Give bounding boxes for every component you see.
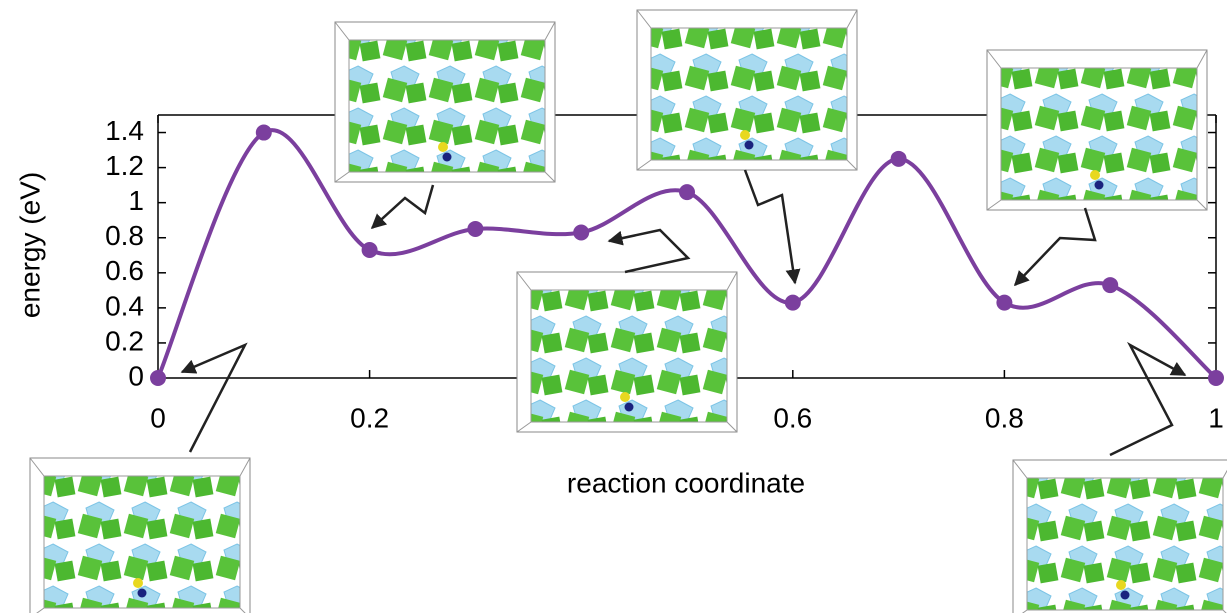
- arrows: [180, 169, 1187, 457]
- structure-inset: [334, 21, 556, 183]
- structure-inset: [516, 271, 738, 433]
- y-tick-label: 0.4: [105, 290, 144, 321]
- x-tick-label: 0: [150, 402, 166, 433]
- arrow: [1109, 341, 1187, 457]
- x-axis-label: reaction coordinate: [567, 467, 805, 498]
- data-point: [996, 294, 1013, 311]
- data-point: [679, 184, 695, 201]
- arrow: [1013, 207, 1097, 287]
- data-point: [784, 294, 801, 311]
- y-axis-label: energy (eV): [14, 172, 45, 318]
- y-tick-label: 0.8: [105, 220, 144, 251]
- structure-inset: [986, 49, 1208, 211]
- insets: [29, 9, 1227, 613]
- data-point: [573, 224, 590, 241]
- data-point: [361, 242, 378, 259]
- y-tick-label: 0.6: [105, 255, 144, 286]
- data-point: [255, 124, 272, 141]
- data-point: [1102, 277, 1119, 294]
- y-tick-label: 1.4: [105, 115, 144, 146]
- structure-inset: [636, 9, 858, 171]
- x-tick-label: 0.8: [985, 402, 1024, 433]
- arrow: [180, 342, 248, 453]
- x-tick-label: 0.6: [773, 402, 812, 433]
- data-point: [150, 370, 166, 386]
- structure-inset: [29, 457, 251, 613]
- x-tick-label: 1: [1208, 402, 1224, 433]
- y-tick-label: 0.2: [105, 325, 144, 356]
- structure-inset: [1012, 459, 1227, 613]
- plot: 0 0.2 0.4 0.6 0.8 1 1.2 1.4 0 0.2 0.6 0.8 1: [105, 115, 1224, 433]
- y-tick-label: 1.2: [105, 150, 144, 181]
- data-point: [890, 150, 907, 167]
- x-tick-label: 0.2: [350, 402, 389, 433]
- y-tick-label: 0: [128, 360, 144, 391]
- data-point: [1208, 370, 1224, 386]
- arrow: [743, 169, 801, 285]
- y-tick-label: 1: [128, 185, 144, 216]
- arrow: [370, 184, 435, 230]
- arrow: [607, 228, 691, 274]
- data-point: [467, 220, 484, 237]
